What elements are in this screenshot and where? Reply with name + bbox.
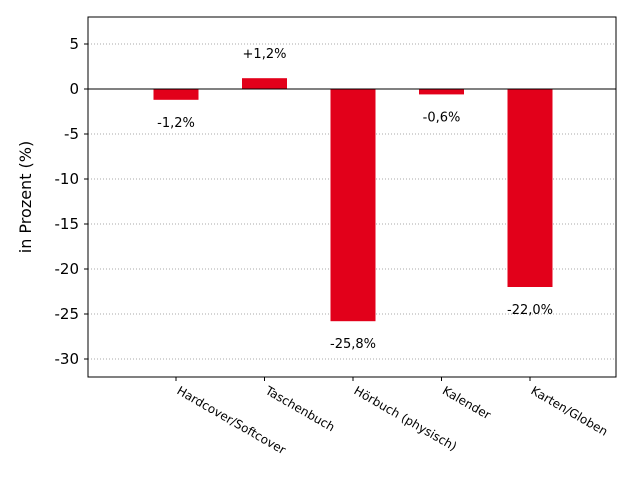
y-tick-label: -15: [55, 215, 80, 233]
x-tick-label: Karten/Globen: [529, 383, 611, 438]
data-labels: -1,2% +1,2% -25,8% -0,6% -22,0%: [157, 47, 553, 352]
y-tick-label: -20: [55, 260, 80, 278]
data-label: -1,2%: [157, 116, 195, 131]
y-tick-label: -5: [64, 125, 79, 143]
x-tick-label: Kalender: [440, 383, 493, 422]
y-tick-label: -10: [55, 170, 80, 188]
y-tick-label: -30: [55, 350, 80, 368]
bar: [330, 89, 376, 322]
bars: [153, 78, 553, 322]
data-label: +1,2%: [243, 47, 287, 62]
bar: [419, 89, 464, 95]
data-label: -25,8%: [330, 337, 376, 352]
y-tick-label: 0: [69, 80, 79, 98]
y-tick-label: -25: [55, 305, 80, 323]
bar: [153, 89, 199, 100]
y-axis-ticks: 5 0 -5 -10 -15 -20 -25 -30: [55, 35, 88, 368]
x-tick-label: Taschenbuch: [262, 383, 337, 434]
y-tick-label: 5: [69, 35, 79, 53]
data-label: -22,0%: [507, 303, 553, 318]
y-axis-title: in Prozent (%): [16, 141, 35, 253]
bar: [507, 89, 553, 287]
bar: [242, 78, 287, 89]
plot-frame: [87, 16, 617, 378]
data-label: -0,6%: [423, 110, 461, 125]
